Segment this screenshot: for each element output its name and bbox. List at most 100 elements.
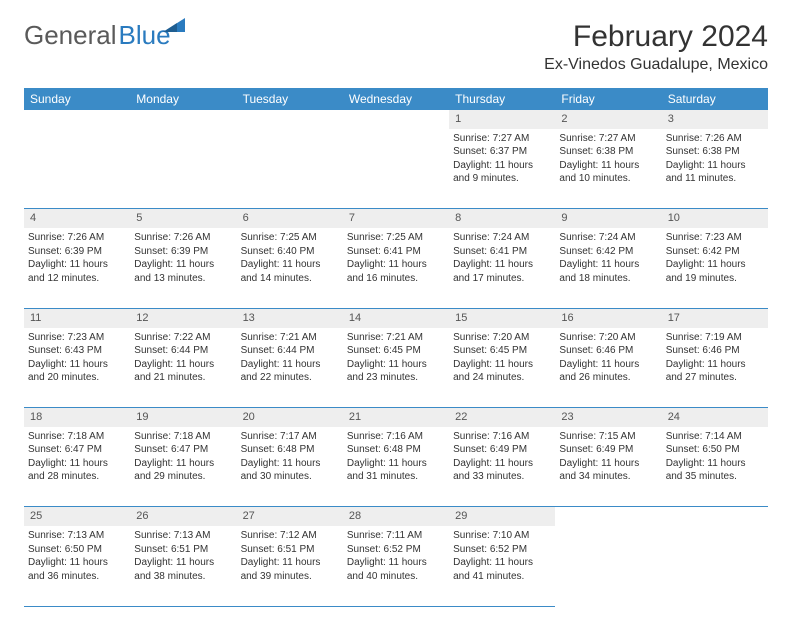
sunset-text: Sunset: 6:45 PM: [347, 344, 445, 358]
weekday-header-row: Sunday Monday Tuesday Wednesday Thursday…: [24, 88, 768, 110]
sunrise-text: Sunrise: 7:13 AM: [134, 529, 232, 543]
sunset-text: Sunset: 6:45 PM: [453, 344, 551, 358]
daylight2-text: and 28 minutes.: [28, 470, 126, 484]
daylight2-text: and 12 minutes.: [28, 272, 126, 286]
sunrise-text: Sunrise: 7:16 AM: [347, 430, 445, 444]
day-cell: Sunrise: 7:22 AMSunset: 6:44 PMDaylight:…: [130, 328, 236, 408]
brand-part1: General: [24, 20, 117, 51]
day-cell: [555, 526, 661, 606]
daylight1-text: Daylight: 11 hours: [134, 457, 232, 471]
sunset-text: Sunset: 6:41 PM: [453, 245, 551, 259]
day-cell: [24, 129, 130, 209]
daylight2-text: and 24 minutes.: [453, 371, 551, 385]
sunrise-text: Sunrise: 7:27 AM: [559, 132, 657, 146]
daylight2-text: and 40 minutes.: [347, 570, 445, 584]
day-number: [555, 507, 661, 526]
day-content-row: Sunrise: 7:27 AMSunset: 6:37 PMDaylight:…: [24, 129, 768, 209]
day-number-row: 11121314151617: [24, 308, 768, 327]
day-cell: Sunrise: 7:26 AMSunset: 6:39 PMDaylight:…: [130, 228, 236, 308]
day-number: 5: [130, 209, 236, 228]
day-number: 15: [449, 308, 555, 327]
daylight2-text: and 13 minutes.: [134, 272, 232, 286]
daylight1-text: Daylight: 11 hours: [134, 258, 232, 272]
day-cell: Sunrise: 7:24 AMSunset: 6:41 PMDaylight:…: [449, 228, 555, 308]
day-cell: Sunrise: 7:15 AMSunset: 6:49 PMDaylight:…: [555, 427, 661, 507]
daylight1-text: Daylight: 11 hours: [453, 159, 551, 173]
sunset-text: Sunset: 6:41 PM: [347, 245, 445, 259]
daylight2-text: and 9 minutes.: [453, 172, 551, 186]
daylight1-text: Daylight: 11 hours: [241, 358, 339, 372]
day-cell: [237, 129, 343, 209]
day-cell: Sunrise: 7:16 AMSunset: 6:48 PMDaylight:…: [343, 427, 449, 507]
sunset-text: Sunset: 6:42 PM: [666, 245, 764, 259]
sunset-text: Sunset: 6:44 PM: [134, 344, 232, 358]
sunrise-text: Sunrise: 7:18 AM: [134, 430, 232, 444]
daylight1-text: Daylight: 11 hours: [347, 258, 445, 272]
sunset-text: Sunset: 6:38 PM: [666, 145, 764, 159]
day-number: 10: [662, 209, 768, 228]
day-cell: Sunrise: 7:16 AMSunset: 6:49 PMDaylight:…: [449, 427, 555, 507]
day-number: 17: [662, 308, 768, 327]
location-subtitle: Ex-Vinedos Guadalupe, Mexico: [544, 56, 768, 74]
day-number: 29: [449, 507, 555, 526]
daylight1-text: Daylight: 11 hours: [28, 457, 126, 471]
daylight1-text: Daylight: 11 hours: [347, 457, 445, 471]
daylight1-text: Daylight: 11 hours: [666, 258, 764, 272]
weekday-header: Tuesday: [237, 88, 343, 110]
day-content-row: Sunrise: 7:13 AM Sunset: 6:50 PM Daylight:…: [24, 526, 768, 606]
sunset-text: Sunset: 6:44 PM: [241, 344, 339, 358]
weekday-header: Saturday: [662, 88, 768, 110]
sunset-text: Sunset: 6:39 PM: [134, 245, 232, 259]
sunset-text: Sunset: 6:50 PM: [28, 543, 126, 557]
day-cell: Sunrise: 7:11 AMSunset: 6:52 PMDaylight:…: [343, 526, 449, 606]
sunset-text: Sunset: 6:48 PM: [241, 443, 339, 457]
day-number: [130, 110, 236, 129]
day-number: [343, 110, 449, 129]
day-number: 18: [24, 408, 130, 427]
day-number: 24: [662, 408, 768, 427]
sunset-text: Sunset: 6:42 PM: [559, 245, 657, 259]
day-number: 8: [449, 209, 555, 228]
day-number-row: 45678910: [24, 209, 768, 228]
sunrise-text: Sunrise: 7:24 AM: [559, 231, 657, 245]
day-cell: Sunrise: 7:19 AMSunset: 6:46 PMDaylight:…: [662, 328, 768, 408]
daylight2-text: and 10 minutes.: [559, 172, 657, 186]
day-cell: Sunrise: 7:13 AMSunset: 6:51 PMDaylight:…: [130, 526, 236, 606]
day-number: 12: [130, 308, 236, 327]
day-number: 11: [24, 308, 130, 327]
sunset-text: Sunset: 6:52 PM: [453, 543, 551, 557]
daylight2-text: and 11 minutes.: [666, 172, 764, 186]
daylight1-text: Daylight: 11 hours: [28, 358, 126, 372]
daylight2-text: and 39 minutes.: [241, 570, 339, 584]
day-number: 20: [237, 408, 343, 427]
day-cell: Sunrise: 7:20 AMSunset: 6:45 PMDaylight:…: [449, 328, 555, 408]
day-number: 1: [449, 110, 555, 129]
daylight2-text: and 21 minutes.: [134, 371, 232, 385]
daylight1-text: Daylight: 11 hours: [241, 556, 339, 570]
day-number: 13: [237, 308, 343, 327]
sunrise-text: Sunrise: 7:20 AM: [559, 331, 657, 345]
title-block: February 2024 Ex-Vinedos Guadalupe, Mexi…: [544, 20, 768, 74]
daylight2-text: and 34 minutes.: [559, 470, 657, 484]
day-cell: [343, 129, 449, 209]
sunset-text: Sunset: 6:47 PM: [28, 443, 126, 457]
day-number: 22: [449, 408, 555, 427]
day-cell: Sunrise: 7:10 AMSunset: 6:52 PMDaylight:…: [449, 526, 555, 606]
day-number: [24, 110, 130, 129]
sunrise-text: Sunrise: 7:25 AM: [241, 231, 339, 245]
day-number: 19: [130, 408, 236, 427]
daylight1-text: Daylight: 11 hours: [134, 358, 232, 372]
daylight1-text: Daylight: 11 hours: [241, 258, 339, 272]
daylight2-text: and 23 minutes.: [347, 371, 445, 385]
daylight1-text: Daylight: 11 hours: [347, 358, 445, 372]
day-number: 6: [237, 209, 343, 228]
day-cell: Sunrise: 7:27 AMSunset: 6:37 PMDaylight:…: [449, 129, 555, 209]
day-cell: Sunrise: 7:21 AMSunset: 6:45 PMDaylight:…: [343, 328, 449, 408]
daylight1-text: Daylight: 11 hours: [559, 358, 657, 372]
sunset-text: Sunset: 6:47 PM: [134, 443, 232, 457]
sunrise-text: Sunrise: 7:26 AM: [134, 231, 232, 245]
sunrise-text: Sunrise: 7:19 AM: [666, 331, 764, 345]
day-cell: Sunrise: 7:25 AMSunset: 6:40 PMDaylight:…: [237, 228, 343, 308]
day-number: 7: [343, 209, 449, 228]
daylight1-text: Daylight: 11 hours: [134, 556, 232, 570]
